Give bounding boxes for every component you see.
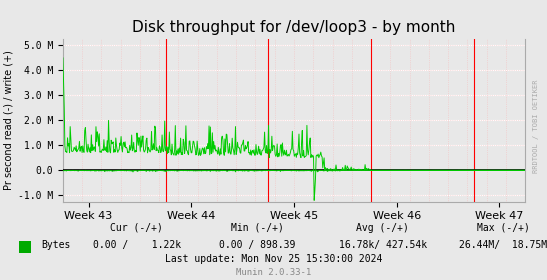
- Text: 0.00 / 898.39: 0.00 / 898.39: [219, 240, 295, 250]
- Text: 26.44M/  18.75M: 26.44M/ 18.75M: [459, 240, 547, 250]
- Text: Munin 2.0.33-1: Munin 2.0.33-1: [236, 268, 311, 277]
- Text: Cur (-/+): Cur (-/+): [110, 223, 163, 233]
- Text: Last update: Mon Nov 25 15:30:00 2024: Last update: Mon Nov 25 15:30:00 2024: [165, 254, 382, 264]
- Y-axis label: Pr second read (-) / write (+): Pr second read (-) / write (+): [4, 50, 14, 190]
- Text: Avg (-/+): Avg (-/+): [357, 223, 409, 233]
- Text: Bytes: Bytes: [41, 240, 71, 250]
- Text: 16.78k/ 427.54k: 16.78k/ 427.54k: [339, 240, 427, 250]
- Text: Max (-/+): Max (-/+): [477, 223, 529, 233]
- Text: 0.00 /    1.22k: 0.00 / 1.22k: [92, 240, 181, 250]
- Title: Disk throughput for /dev/loop3 - by month: Disk throughput for /dev/loop3 - by mont…: [132, 20, 456, 35]
- Text: RRDTOOL / TOBI OETIKER: RRDTOOL / TOBI OETIKER: [533, 79, 539, 173]
- Text: Min (-/+): Min (-/+): [231, 223, 283, 233]
